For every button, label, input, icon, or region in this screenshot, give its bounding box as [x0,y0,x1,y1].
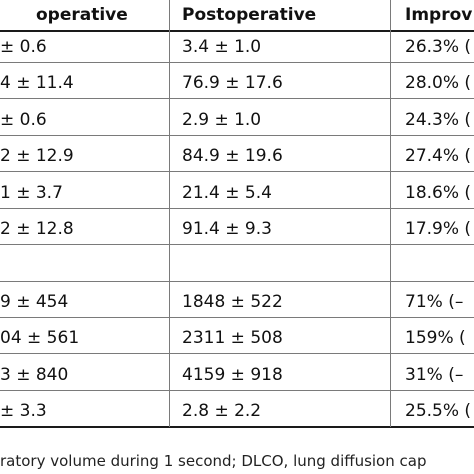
table-row: ± 3.3 2.8 ± 2.2 25.5% ( [0,396,474,428]
cell-preoperative: ± 3.3 [0,401,47,421]
cell-preoperative: 1 ± 3.7 [0,183,63,203]
table-footnote: ratory volume during 1 second; DLCO, lun… [0,452,427,470]
cell-improvement: 27.4% ( [405,146,472,166]
cell-postoperative: 21.4 ± 5.4 [182,183,272,203]
table-row: ± 0.6 2.9 ± 1.0 24.3% ( [0,105,474,136]
cell-postoperative: 84.9 ± 19.6 [182,146,283,166]
cell-preoperative: 2 ± 12.8 [0,219,74,239]
table-row: 04 ± 561 2311 ± 508 159% ( [0,323,474,354]
cell-improvement: 31% (– [405,365,464,385]
cell-preoperative: 3 ± 840 [0,365,69,385]
table-row: 9 ± 454 1848 ± 522 71% (– [0,287,474,318]
header-improvement: Improv [405,5,473,25]
table-row: 4 ± 11.4 76.9 ± 17.6 28.0% ( [0,68,474,99]
column-divider [390,0,391,427]
cell-postoperative: 76.9 ± 17.6 [182,73,283,93]
cell-preoperative: 04 ± 561 [0,328,80,348]
cell-improvement [405,251,474,281]
table-header-row: operative Postoperative Improv [0,0,474,32]
cell-improvement: 159% ( [405,328,466,348]
cell-improvement: 25.5% ( [405,401,472,421]
header-postoperative: Postoperative [182,5,317,25]
table-row-empty [0,251,474,282]
cell-postoperative: 1848 ± 522 [182,292,283,312]
cell-preoperative: ± 0.6 [0,110,47,130]
cell-postoperative: 2.8 ± 2.2 [182,401,262,421]
table-row: 1 ± 3.7 21.4 ± 5.4 18.6% ( [0,178,474,209]
cell-postoperative [182,251,382,281]
cell-improvement: 17.9% ( [405,219,472,239]
table-row: 2 ± 12.9 84.9 ± 19.6 27.4% ( [0,141,474,172]
cell-improvement: 71% (– [405,292,464,312]
cell-postoperative: 3.4 ± 1.0 [182,37,262,57]
cell-preoperative: 2 ± 12.9 [0,146,74,166]
cell-improvement: 28.0% ( [405,73,472,93]
cell-preoperative [0,251,168,281]
header-preoperative: operative [36,5,128,25]
cell-postoperative: 2.9 ± 1.0 [182,110,262,130]
cell-improvement: 24.3% ( [405,110,472,130]
cell-preoperative: ± 0.6 [0,37,47,57]
table-row: 2 ± 12.8 91.4 ± 9.3 17.9% ( [0,214,474,245]
table-row: 3 ± 840 4159 ± 918 31% (– [0,360,474,391]
cell-preoperative: 9 ± 454 [0,292,69,312]
column-divider [169,0,170,427]
cell-preoperative: 4 ± 11.4 [0,73,74,93]
cell-postoperative: 4159 ± 918 [182,365,283,385]
cell-improvement: 18.6% ( [405,183,472,203]
cell-improvement: 26.3% ( [405,37,472,57]
cell-postoperative: 2311 ± 508 [182,328,283,348]
table-row: ± 0.6 3.4 ± 1.0 26.3% ( [0,32,474,63]
cell-postoperative: 91.4 ± 9.3 [182,219,272,239]
